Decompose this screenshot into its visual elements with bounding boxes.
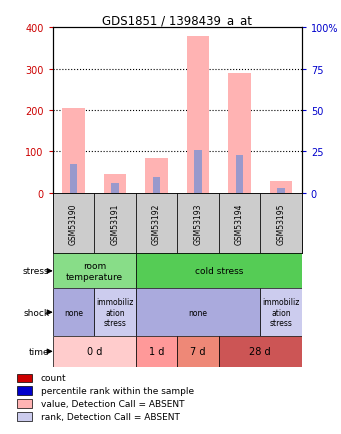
Bar [17, 387, 32, 395]
Bar [236, 156, 243, 193]
Text: count: count [41, 374, 66, 383]
Bar [70, 165, 77, 193]
Bar [53, 254, 136, 289]
Bar [136, 336, 177, 367]
Bar [136, 254, 302, 289]
Title: GDS1851 / 1398439_a_at: GDS1851 / 1398439_a_at [102, 14, 252, 27]
Bar [270, 182, 293, 193]
Text: stress: stress [23, 267, 49, 276]
Text: time: time [29, 347, 49, 356]
Bar [136, 289, 260, 336]
Bar [136, 193, 177, 254]
Bar [62, 108, 85, 193]
Bar [219, 193, 260, 254]
Text: cold stress: cold stress [195, 267, 243, 276]
Text: GSM53191: GSM53191 [110, 203, 120, 244]
Bar [53, 336, 136, 367]
Bar [53, 289, 94, 336]
Text: none: none [189, 308, 208, 317]
Bar [94, 193, 136, 254]
Text: GSM53193: GSM53193 [194, 203, 203, 244]
Bar [53, 193, 94, 254]
Bar [260, 289, 302, 336]
Text: GSM53190: GSM53190 [69, 203, 78, 244]
Text: 28 d: 28 d [250, 347, 271, 356]
Bar [17, 374, 32, 382]
Bar [260, 193, 302, 254]
Text: 0 d: 0 d [87, 347, 102, 356]
Bar [187, 36, 209, 193]
Text: rank, Detection Call = ABSENT: rank, Detection Call = ABSENT [41, 412, 180, 421]
Text: percentile rank within the sample: percentile rank within the sample [41, 387, 194, 395]
Bar [177, 193, 219, 254]
Bar [194, 151, 202, 193]
Bar [17, 399, 32, 408]
Text: shock: shock [24, 308, 49, 317]
Bar [94, 289, 136, 336]
Bar [153, 178, 160, 193]
Bar [177, 336, 219, 367]
Text: 7 d: 7 d [190, 347, 206, 356]
Text: none: none [64, 308, 83, 317]
Bar [277, 188, 285, 193]
Text: GSM53194: GSM53194 [235, 203, 244, 244]
Text: immobiliz
ation
stress: immobiliz ation stress [97, 298, 134, 327]
Bar [104, 174, 127, 193]
Text: value, Detection Call = ABSENT: value, Detection Call = ABSENT [41, 399, 184, 408]
Bar [228, 73, 251, 193]
Text: immobiliz
ation
stress: immobiliz ation stress [262, 298, 300, 327]
Bar [112, 184, 119, 193]
Text: GSM53192: GSM53192 [152, 203, 161, 244]
Bar [145, 159, 168, 193]
Text: room
temperature: room temperature [66, 262, 123, 281]
Text: GSM53195: GSM53195 [277, 203, 285, 244]
Bar [219, 336, 302, 367]
Text: 1 d: 1 d [149, 347, 164, 356]
Bar [17, 412, 32, 421]
